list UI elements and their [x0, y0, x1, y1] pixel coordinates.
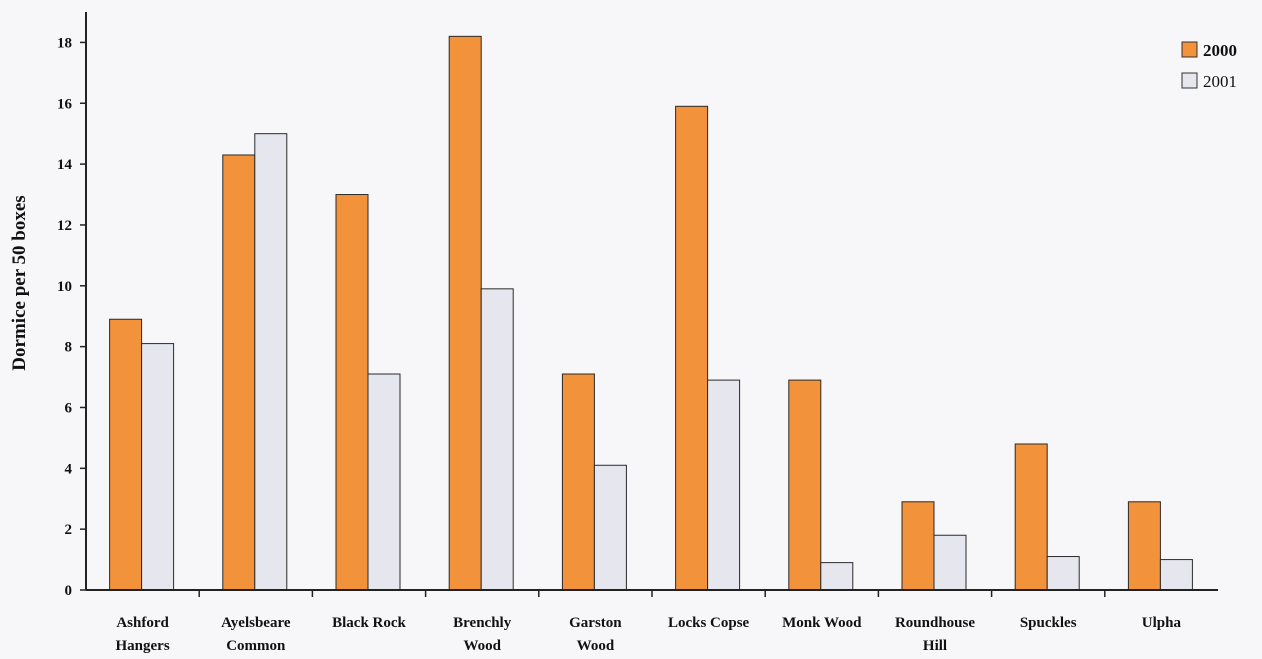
- y-tick-label: 10: [57, 279, 72, 295]
- bar-2000: [335, 194, 369, 591]
- bar-2001: [1159, 559, 1193, 591]
- bars: [109, 35, 1193, 591]
- bar-2001: [1046, 556, 1080, 591]
- bar-2001: [141, 343, 175, 591]
- bar-2000: [561, 373, 595, 591]
- bar-2000: [901, 501, 935, 591]
- y-tick-label: 8: [65, 340, 73, 356]
- x-tick-label: Black Rock: [332, 615, 406, 631]
- bar-2001: [707, 379, 741, 591]
- x-tick-label: Locks Copse: [668, 615, 750, 631]
- y-tick-label: 12: [57, 218, 72, 234]
- x-tick-label: Brenchly Wood: [453, 615, 512, 654]
- x-tick-label: Spuckles: [1020, 615, 1077, 631]
- legend-label-2001: 2001: [1203, 72, 1237, 91]
- y-axis: 0 2 4 6 8 10 12 14 16 18: [57, 12, 87, 599]
- legend-label-2000: 2000: [1203, 41, 1237, 60]
- y-axis-label: Dormice per 50 boxes: [9, 195, 30, 370]
- legend-swatch-2001: [1181, 72, 1198, 89]
- y-tick-label: 18: [57, 35, 72, 51]
- bar-2000: [109, 318, 143, 591]
- legend: 2000 2001: [1181, 41, 1237, 91]
- bar-2001: [254, 133, 288, 591]
- bar-2000: [788, 379, 822, 591]
- bar-2000: [1014, 443, 1048, 591]
- bar-2001: [367, 373, 401, 591]
- bar-2001: [820, 562, 854, 591]
- y-tick-label: 2: [65, 522, 73, 538]
- x-tick-label: Ayelsbeare Common: [221, 615, 291, 654]
- bar-2001: [593, 464, 627, 591]
- x-tick-label: Roundhouse Hill: [895, 615, 975, 654]
- y-tick-label: 16: [57, 96, 73, 112]
- bar-2000: [448, 35, 482, 591]
- bar-2000: [1127, 501, 1161, 591]
- bar-2001: [480, 288, 514, 591]
- x-tick-label: Ashford Hangers: [116, 615, 170, 654]
- bar-2000: [675, 105, 709, 591]
- x-tick-label: Ulpha: [1142, 615, 1182, 631]
- bar-2000: [222, 154, 256, 591]
- y-tick-label: 4: [65, 461, 73, 477]
- legend-swatch-2000: [1181, 41, 1198, 58]
- y-tick-label: 6: [65, 400, 73, 416]
- y-tick-label: 0: [65, 583, 73, 599]
- x-tick-label: Monk Wood: [782, 615, 862, 631]
- y-tick-label: 14: [57, 157, 73, 173]
- x-tick-label: Garston Wood: [569, 615, 622, 654]
- x-axis: Ashford Hangers Ayelsbeare Common Black Rock…: [86, 589, 1218, 654]
- bar-2001: [933, 534, 967, 591]
